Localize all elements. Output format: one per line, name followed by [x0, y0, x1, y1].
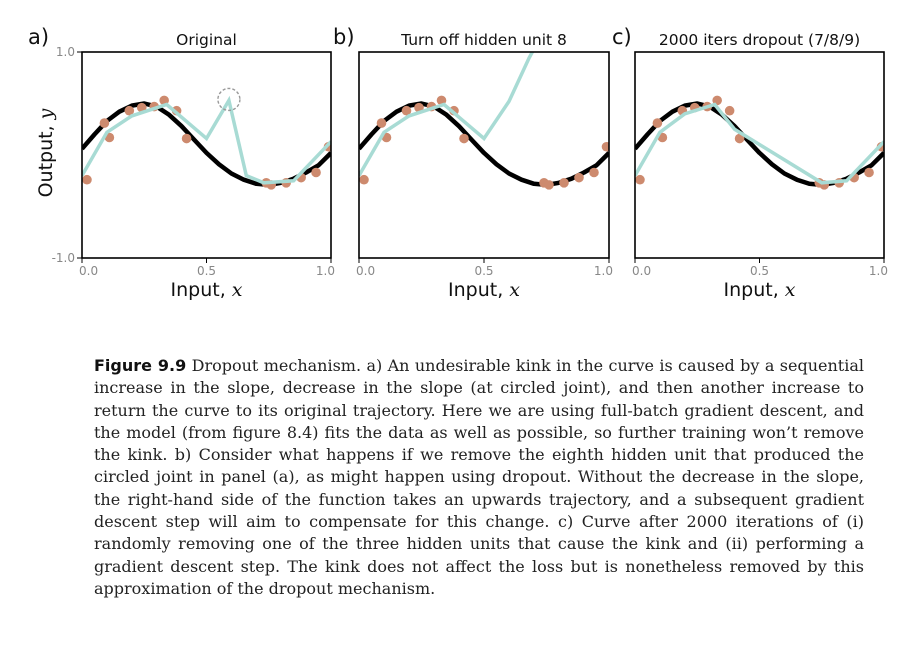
data-point: [559, 178, 569, 188]
data-point: [311, 167, 321, 178]
data-point: [414, 102, 424, 113]
x-tick-label: 1.0: [594, 264, 613, 278]
data-point: [724, 105, 735, 116]
data-point: [734, 133, 745, 144]
panel-letter: b): [333, 25, 355, 49]
plot-content: [82, 87, 331, 190]
model-fit-curve: [359, 52, 535, 177]
data-point: [376, 118, 387, 128]
true-function-curve: [82, 101, 331, 188]
x-tick-label: 1.0: [869, 264, 888, 278]
x-axis-label-text: Input,: [171, 279, 232, 301]
panel-title: Original: [176, 31, 237, 49]
x-axis-label: Input, x: [724, 279, 796, 301]
data-point: [124, 105, 135, 116]
data-point: [589, 167, 599, 178]
data-point: [544, 180, 554, 190]
panel-title: Turn off hidden unit 8: [400, 31, 567, 49]
x-axis-label-variable: x: [785, 279, 796, 301]
panel-letter: c): [612, 25, 632, 49]
model-fit-curve: [635, 102, 884, 185]
x-axis-label-variable: x: [509, 279, 520, 301]
x-tick-label: 0.5: [474, 264, 493, 278]
caption-text: Dropout mechanism. a) An undesirable kin…: [94, 356, 864, 598]
x-axis-label: Input, x: [448, 279, 520, 301]
data-point: [652, 118, 663, 128]
panel-1: a) Original 0.0 0.5 1.0 Input, x 1.0 -1.0 Output…: [28, 25, 335, 301]
data-point: [136, 102, 147, 113]
x-axis-label-variable: x: [232, 279, 243, 301]
true-function-curve: [359, 101, 609, 188]
y-axis-label-variable: y: [35, 108, 57, 120]
model-fit-curve: [82, 95, 331, 185]
dropout-figure: a) Original 0.0 0.5 1.0 Input, x 1.0 -1.0 Output…: [28, 25, 888, 301]
data-point: [99, 118, 110, 128]
plot-content: [635, 95, 884, 190]
y-axis-label: Output, y: [35, 108, 57, 197]
data-point: [181, 133, 192, 144]
panel-letter: a): [28, 25, 49, 49]
data-point: [635, 174, 645, 185]
x-axis-label: Input, x: [171, 279, 243, 301]
data-point: [574, 172, 584, 183]
data-point: [459, 133, 469, 144]
x-tick-label: 0.0: [632, 264, 651, 278]
x-tick-label: 0.0: [356, 264, 375, 278]
y-axis-label-text: Output,: [35, 119, 57, 197]
x-tick-label: 0.5: [750, 264, 769, 278]
x-tick-label: 1.0: [316, 264, 335, 278]
circled-joint-marker: [217, 87, 241, 112]
figure-label: Figure 9.9: [94, 356, 187, 375]
plot-content: [359, 52, 609, 190]
panel-title: 2000 iters dropout (7/8/9): [659, 31, 860, 49]
x-tick-label: 0.5: [197, 264, 216, 278]
panel-2: b) Turn off hidden unit 8 0.0 0.5 1.0 Input, …: [333, 25, 613, 301]
x-axis-label-text: Input,: [724, 279, 785, 301]
data-point: [359, 174, 369, 185]
x-tick-label: 0.0: [79, 264, 98, 278]
data-point: [601, 141, 609, 152]
y-tick-label: 1.0: [56, 45, 75, 59]
y-tick-label: -1.0: [52, 251, 75, 265]
x-axis-label-text: Input,: [448, 279, 509, 301]
data-point: [82, 174, 92, 185]
data-point: [401, 105, 412, 116]
figure-caption: Figure 9.9 Dropout mechanism. a) An unde…: [94, 355, 864, 600]
panel-3: c) 2000 iters dropout (7/8/9) 0.0 0.5 1.0 Inp…: [612, 25, 888, 301]
data-point: [864, 167, 874, 178]
